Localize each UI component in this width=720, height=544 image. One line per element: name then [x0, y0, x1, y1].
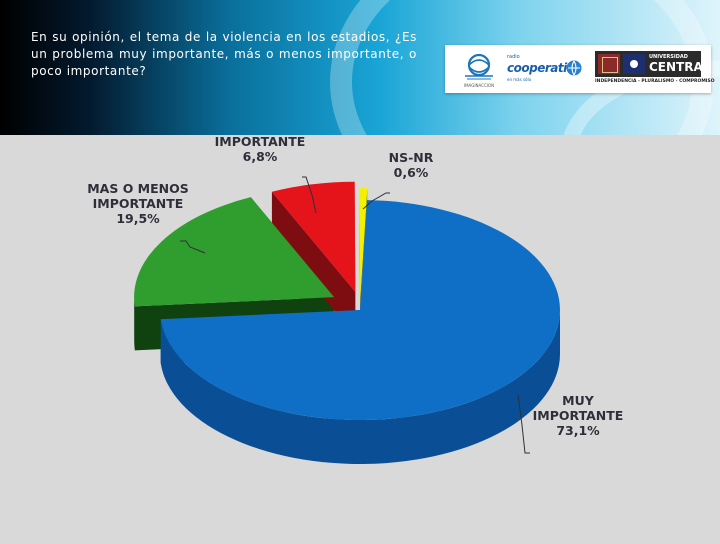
- pie-chart-area: MUY IMPORTANTE 73,1% MAS O MENOS IMPORTANTE 1…: [0, 119, 720, 540]
- pie-slice-wall: [271, 191, 356, 336]
- central-motto: INDEPENDENCIA - PLURALISMO - COMPROMISO: [595, 79, 715, 84]
- slide-header: En su opinión, el tema de la violencia e…: [0, 0, 720, 135]
- crest-icon: [598, 54, 620, 74]
- pie-slice-wall: [359, 188, 361, 343]
- slice-name-label: MAS O MENOS: [87, 181, 189, 196]
- slice-name-label: NS-NR: [389, 150, 434, 165]
- pie-slice-side: [160, 310, 560, 464]
- leader-line: [180, 240, 206, 254]
- slice-value-label: 0,6%: [394, 165, 429, 180]
- leader-line: [302, 176, 317, 214]
- pie-slice: [271, 181, 356, 292]
- cooperativa-name: cooperativa: [507, 61, 582, 75]
- pie-slice-side: [134, 297, 135, 351]
- central-big-text: CENTRAL: [649, 60, 711, 74]
- slice-name-label: IMPORTANTE: [93, 196, 184, 211]
- sponsor-logos: IMAGINACCION radio cooperativa en más só…: [445, 45, 715, 93]
- leader-line: [517, 394, 530, 454]
- universidad-central-logo: UNIVERSIDAD CENTRAL: [595, 51, 710, 77]
- slice-value-label: 19,5%: [116, 211, 160, 226]
- slice-name-label: IMPORTANTE: [215, 135, 306, 149]
- emblem-icon: [623, 54, 645, 74]
- pie-slice: [359, 188, 368, 299]
- imaginaccion-logo: IMAGINACCION: [451, 49, 507, 91]
- cooperativa-radio-text: radio: [507, 54, 520, 60]
- imaginaccion-text: IMAGINACCION: [463, 83, 495, 88]
- pie-slice: [134, 197, 335, 307]
- cooperativa-logo: radio cooperativa en más sólo: [505, 51, 583, 87]
- central-small-text: UNIVERSIDAD: [649, 54, 688, 60]
- globe-icon: [566, 60, 582, 77]
- slice-value-label: 6,8%: [243, 149, 278, 164]
- slice-name-label: MUY: [562, 393, 595, 408]
- slice-name-label: IMPORTANTE: [533, 408, 624, 423]
- survey-question: En su opinión, el tema de la violencia e…: [31, 30, 417, 78]
- cooperativa-tagline: en más sólo: [507, 77, 532, 82]
- leader-line: [362, 192, 390, 210]
- slice-value-label: 73,1%: [556, 423, 600, 438]
- pie-slice: [160, 200, 560, 420]
